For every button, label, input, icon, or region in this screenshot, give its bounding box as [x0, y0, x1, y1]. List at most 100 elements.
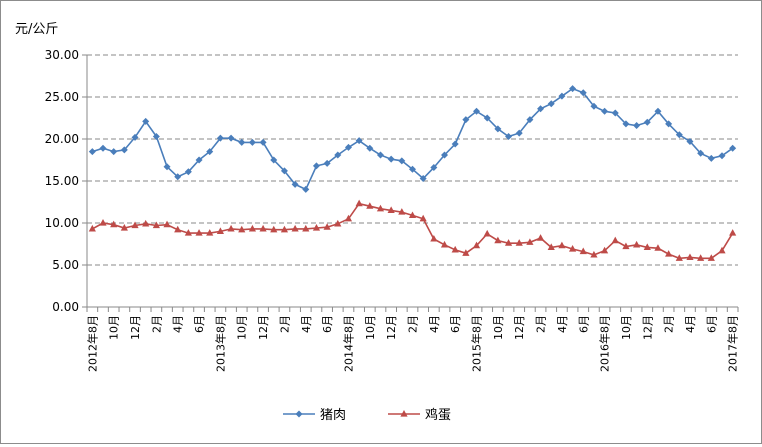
- data-point: [409, 165, 416, 173]
- data-point: [259, 138, 267, 146]
- data-point: [174, 225, 182, 233]
- data-point: [334, 219, 342, 227]
- x-tick-label: 4月: [172, 315, 185, 333]
- data-point: [88, 148, 96, 156]
- data-point: [451, 245, 459, 253]
- data-point: [665, 250, 673, 257]
- data-point: [344, 143, 352, 151]
- x-tick-label: 6月: [577, 315, 590, 333]
- data-point: [206, 229, 214, 236]
- data-point: [462, 116, 470, 124]
- data-point: [270, 225, 278, 233]
- x-tick-label: 2月: [150, 315, 163, 333]
- data-point: [633, 240, 641, 248]
- x-tick-label: 2015年8月: [470, 315, 484, 372]
- data-point: [697, 149, 705, 157]
- data-point: [718, 152, 726, 160]
- data-point: [142, 219, 150, 227]
- x-tick-label: 2014年8月: [342, 315, 356, 372]
- x-tick-label: 12月: [385, 315, 398, 340]
- data-point: [494, 236, 502, 244]
- x-tick-labels: 2012年8月 10月 12月 2月 4月 6月 2013年8月 10月 12月 2月 4月 6月 20…: [85, 315, 739, 372]
- x-tick-label: 2017年8月: [726, 315, 740, 372]
- data-point: [110, 220, 118, 228]
- data-point: [280, 225, 289, 233]
- data-point: [707, 254, 715, 261]
- x-tick-label: 4月: [300, 315, 313, 333]
- data-point: [419, 174, 427, 182]
- data-point: [526, 116, 534, 124]
- data-point: [248, 138, 256, 146]
- data-point: [686, 138, 694, 146]
- data-point: [515, 129, 523, 137]
- x-tick-label: 12月: [513, 315, 526, 340]
- data-point: [270, 156, 278, 164]
- data-point: [163, 220, 171, 228]
- data-point: [184, 229, 192, 236]
- data-point: [643, 118, 651, 126]
- data-point: [494, 125, 502, 133]
- data-point: [238, 225, 246, 233]
- data-point: [120, 224, 128, 231]
- data-point: [729, 144, 737, 152]
- data-point: [729, 229, 737, 236]
- data-point: [537, 105, 545, 113]
- x-tick-label: 6月: [449, 315, 462, 333]
- legend-label: 鸡蛋: [425, 407, 451, 423]
- data-point: [366, 144, 374, 152]
- data-point: [355, 199, 363, 207]
- x-tick-label: 12月: [257, 315, 270, 340]
- data-point: [408, 211, 417, 219]
- data-point: [206, 148, 214, 156]
- y-unit-label: 元/公斤: [15, 22, 58, 37]
- gridlines: [87, 54, 738, 266]
- data-point: [312, 162, 320, 170]
- data-point: [547, 243, 555, 250]
- data-point: [387, 206, 395, 213]
- data-point: [441, 151, 449, 159]
- legend-marker: [400, 410, 408, 417]
- data-point: [174, 173, 182, 181]
- y-tick-label: 5.00: [52, 258, 79, 272]
- data-point: [440, 240, 449, 248]
- data-point: [536, 234, 545, 241]
- data-point: [451, 140, 459, 148]
- data-point: [344, 214, 353, 222]
- y-tick-label: 10.00: [45, 216, 79, 230]
- data-point: [163, 163, 171, 171]
- data-point: [430, 164, 438, 172]
- data-point: [558, 92, 566, 100]
- data-point: [248, 224, 257, 232]
- legend: 猪肉 鸡蛋: [283, 407, 451, 423]
- x-tick-label: 10月: [236, 315, 249, 340]
- data-point: [131, 221, 139, 229]
- data-point: [590, 102, 598, 110]
- data-point: [323, 223, 331, 230]
- data-point: [238, 138, 246, 146]
- x-tick-label: 2012年8月: [85, 315, 99, 372]
- x-tick-label: 4月: [684, 315, 697, 333]
- data-point: [505, 132, 513, 140]
- data-point: [398, 208, 406, 215]
- data-point: [611, 109, 619, 117]
- data-point: [601, 107, 609, 115]
- data-point: [622, 242, 630, 250]
- data-point: [110, 148, 118, 156]
- x-tick-label: 6月: [193, 315, 206, 333]
- data-point: [195, 156, 203, 164]
- legend-marker: [295, 410, 303, 418]
- axes: [82, 54, 739, 312]
- x-tick-label: 12月: [641, 315, 654, 340]
- data-point: [568, 245, 577, 252]
- y-tick-label: 0.00: [52, 300, 79, 314]
- data-point: [99, 144, 107, 152]
- data-point: [291, 224, 299, 232]
- data-point: [473, 107, 481, 115]
- data-point: [675, 131, 683, 139]
- x-tick-label: 2013年8月: [213, 315, 227, 372]
- data-point: [483, 114, 491, 122]
- series-group: [88, 85, 737, 261]
- data-point: [665, 120, 673, 128]
- data-point: [302, 185, 310, 193]
